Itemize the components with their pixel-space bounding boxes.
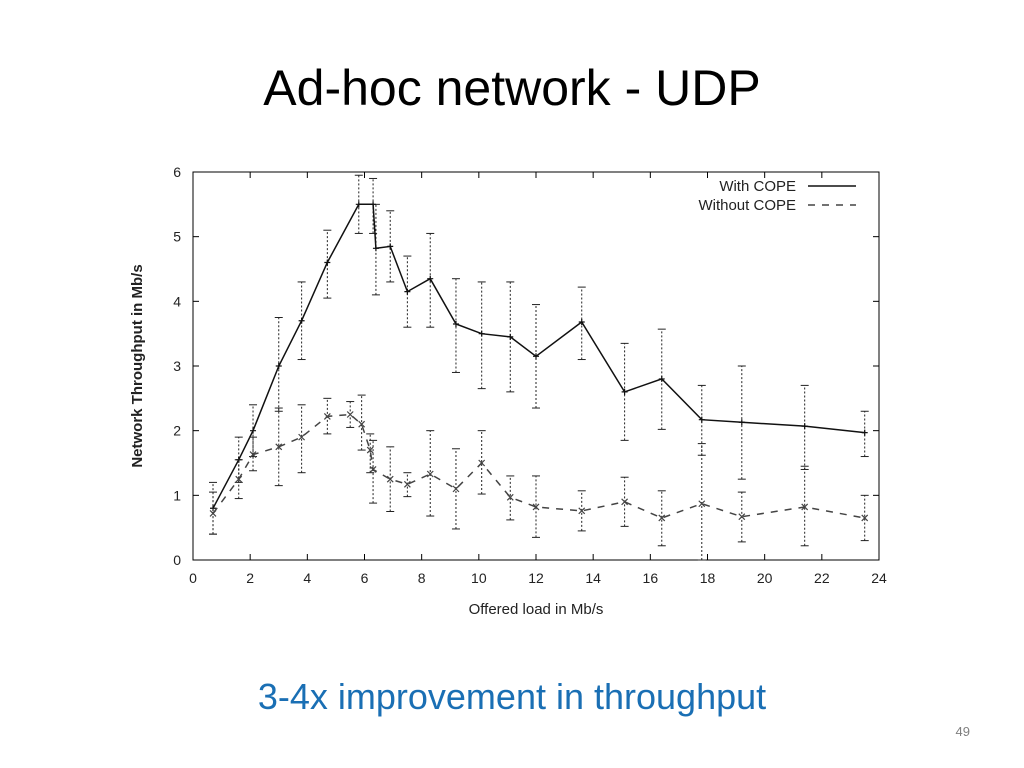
legend-label-without-cope: Without COPE [698,197,796,214]
data-point [533,353,539,360]
x-tick-label: 18 [700,570,716,586]
data-point [250,427,257,434]
data-point [698,416,705,423]
y-ticks [193,171,879,561]
x-tick-label: 20 [757,570,773,586]
y-tick-label: 6 [173,164,181,180]
data-point [658,375,665,382]
data-point [426,470,434,478]
data-point [275,363,282,369]
data-point [403,480,411,488]
series-with-cope [209,174,869,535]
x-tick-label: 2 [246,570,254,586]
y-tick-label: 2 [173,423,181,439]
x-ticks [192,172,880,560]
series-layer [209,174,869,561]
x-tick-labels: 0 2 4 6 8 10 12 14 16 18 20 22 24 [189,570,887,586]
series-without-cope [209,394,869,561]
data-point [452,320,459,327]
x-tick-label: 12 [528,570,544,586]
data-point [738,513,746,521]
data-point [478,330,485,337]
data-point [621,388,628,395]
data-point [372,245,379,252]
x-tick-label: 6 [361,570,369,586]
x-tick-label: 14 [585,570,601,586]
data-point [209,510,217,517]
data-point [386,475,394,483]
data-point [298,317,305,324]
data-point [478,459,486,467]
data-point [578,507,586,515]
data-point [738,419,745,426]
legend: With COPE Without COPE [698,178,856,214]
x-tick-label: 16 [643,570,659,586]
data-point [801,423,808,430]
x-tick-label: 8 [418,570,426,586]
data-point [370,201,377,208]
data-point [298,433,306,441]
data-point [506,493,514,501]
legend-label-with-cope: With COPE [719,178,796,195]
x-axis-label: Offered load in Mb/s [469,601,604,618]
y-tick-label: 0 [173,552,181,568]
y-tick-label: 3 [173,358,181,374]
data-point [861,514,869,522]
data-point [324,259,331,266]
data-point [387,243,394,250]
data-point [275,443,283,451]
data-point [358,420,366,428]
data-point [861,429,868,436]
x-tick-label: 0 [189,570,197,586]
data-point [452,485,460,493]
y-tick-labels: 0 1 2 3 4 5 6 [173,164,181,568]
data-point [404,288,411,295]
data-point [249,451,257,459]
data-point [621,498,629,506]
data-point [532,503,540,511]
y-axis-label: Network Throughput in Mb/s [129,264,146,467]
series-line-without-cope [212,413,865,519]
data-point [369,466,377,473]
page-number: 49 [955,724,970,739]
data-point [801,503,809,511]
x-tick-label: 22 [814,570,830,586]
data-point [507,333,514,340]
slide-caption: 3-4x improvement in throughput [257,676,767,717]
plot-frame [192,171,880,561]
data-point [698,500,706,508]
data-point [346,411,354,418]
data-point [658,514,666,522]
slide-title: Ad-hoc network - UDP [263,60,761,116]
y-tick-label: 4 [173,293,181,309]
data-point [366,446,374,454]
y-tick-label: 5 [173,229,181,245]
x-tick-label: 4 [303,570,311,586]
data-point [235,475,243,483]
x-tick-label: 24 [871,570,887,586]
data-point [355,201,362,208]
x-tick-label: 10 [471,570,487,586]
data-point [578,319,585,326]
y-tick-label: 1 [173,487,181,503]
data-point [427,275,434,282]
data-point [323,413,331,420]
